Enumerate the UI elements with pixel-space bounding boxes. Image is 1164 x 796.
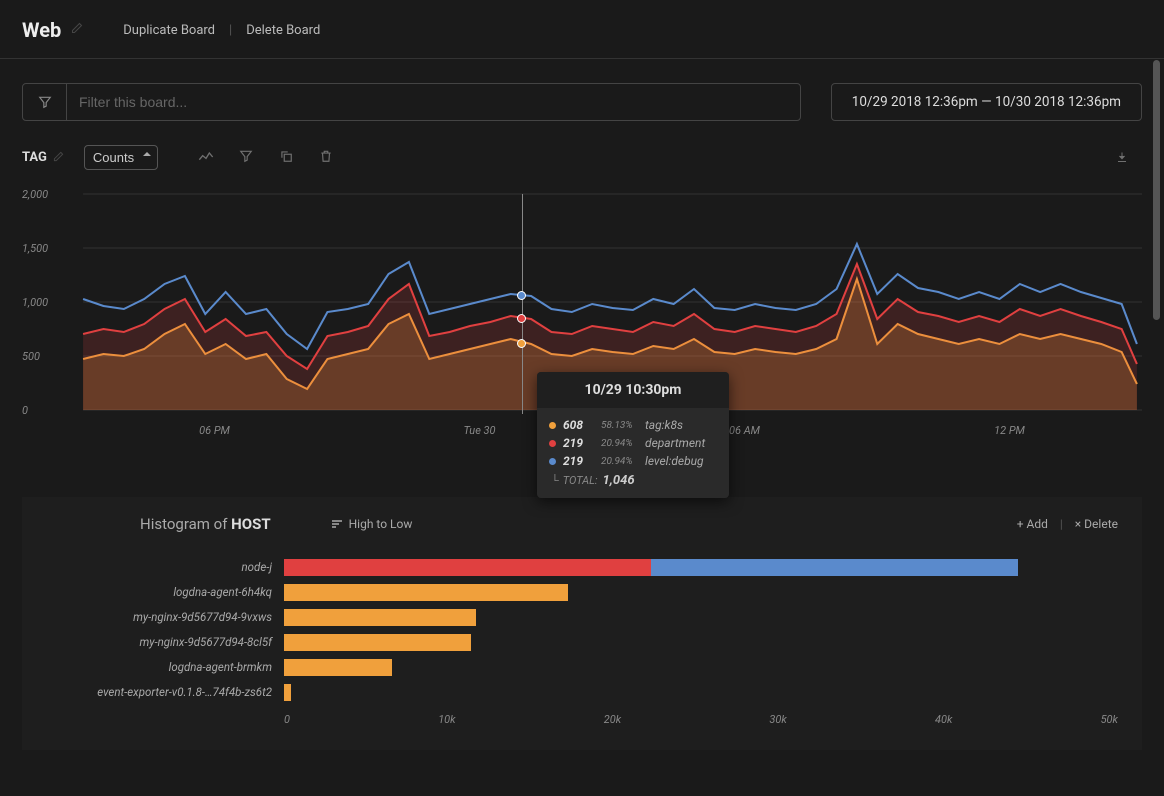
aggregation-select[interactable]: Counts [84, 145, 158, 170]
histogram-bar-row[interactable] [284, 555, 1118, 580]
separator: | [1060, 517, 1063, 531]
board-title: Web [22, 18, 61, 42]
hover-point-icon [517, 314, 526, 323]
download-icon[interactable] [1102, 148, 1142, 167]
histogram-bar-segment [284, 559, 651, 576]
x-tick: 20k [604, 713, 621, 726]
histogram-bar-segment [284, 609, 476, 626]
filter-box [22, 83, 801, 121]
x-tick: 50k [1101, 713, 1118, 726]
delete-board-link[interactable]: Delete Board [246, 23, 320, 38]
copy-icon[interactable] [266, 148, 306, 167]
histogram-bar-segment [284, 584, 568, 601]
tooltip-time: 10/29 10:30pm [537, 372, 729, 408]
sort-toggle[interactable]: High to Low [331, 517, 413, 531]
filter-icon[interactable] [23, 84, 67, 120]
y-tick: 1,000 [22, 296, 48, 309]
line-chart-icon[interactable] [186, 148, 226, 167]
timeseries-chart[interactable]: 2,000 1,500 1,000 500 0 10/29 10:30pm 60… [22, 184, 1142, 454]
histogram-bar-row[interactable] [284, 680, 1118, 705]
trash-icon[interactable] [306, 148, 346, 167]
separator: | [229, 23, 232, 38]
host-label: logdna-agent-6h4kq [46, 580, 272, 605]
series-color-dot [549, 440, 556, 447]
edit-tag-icon[interactable] [53, 151, 64, 165]
y-tick: 0 [22, 404, 28, 417]
histogram-bar-segment [284, 684, 291, 701]
host-label: logdna-agent-brmkm [46, 655, 272, 680]
histogram-bar-row[interactable] [284, 605, 1118, 630]
total-label: TOTAL: [563, 474, 598, 487]
filter-input[interactable] [67, 94, 800, 110]
host-label: my-nginx-9d5677d94-9vxws [46, 605, 272, 630]
corner-icon: └ [551, 474, 559, 487]
histogram-panel: Histogram of HOST High to Low + Add | × … [22, 497, 1142, 750]
y-tick: 500 [22, 350, 40, 363]
histogram-bar-segment [284, 659, 392, 676]
filter-tool-icon[interactable] [226, 148, 266, 167]
x-tick: 30k [769, 713, 786, 726]
histogram-bar-segment [284, 634, 471, 651]
histogram-title: Histogram of HOST [140, 515, 271, 533]
x-tick: 06 PM [82, 424, 347, 437]
header: Web Duplicate Board | Delete Board [0, 0, 1164, 59]
scrollbar[interactable] [1153, 60, 1160, 320]
hover-line [522, 194, 523, 414]
y-tick: 1,500 [22, 242, 48, 255]
hover-point-icon [517, 339, 526, 348]
x-tick: 12 PM [877, 424, 1142, 437]
tooltip-row: 219 20.94% level:debug [549, 452, 717, 470]
histogram-bar-segment [651, 559, 1018, 576]
date-range-picker[interactable]: 10/29 2018 12:36pm — 10/30 2018 12:36pm [831, 83, 1142, 121]
add-button[interactable]: + Add [1017, 517, 1048, 531]
chart-tooltip: 10/29 10:30pm 608 58.13% tag:k8s 219 20.… [537, 372, 729, 498]
series-color-dot [549, 422, 556, 429]
host-label: event-exporter-v0.1.8-…74f4b-zs6t2 [46, 680, 272, 705]
duplicate-board-link[interactable]: Duplicate Board [123, 23, 215, 38]
series-color-dot [549, 458, 556, 465]
host-label: node-j [46, 555, 272, 580]
tooltip-row: 608 58.13% tag:k8s [549, 416, 717, 434]
x-tick: 10k [438, 713, 455, 726]
tooltip-row: 219 20.94% department [549, 434, 717, 452]
delete-button[interactable]: × Delete [1075, 517, 1118, 531]
x-tick: 40k [935, 713, 952, 726]
edit-title-icon[interactable] [71, 22, 83, 38]
tag-label: TAG [22, 150, 47, 165]
histogram-bar-row[interactable] [284, 630, 1118, 655]
host-label: my-nginx-9d5677d94-8cl5f [46, 630, 272, 655]
date-range-text: 10/29 2018 12:36pm — 10/30 2018 12:36pm [852, 94, 1121, 110]
histogram-bar-row[interactable] [284, 580, 1118, 605]
hover-point-icon [517, 291, 526, 300]
histogram-bar-row[interactable] [284, 655, 1118, 680]
histogram-chart[interactable]: node-jlogdna-agent-6h4kqmy-nginx-9d5677d… [46, 555, 1118, 705]
total-value: 1,046 [603, 473, 635, 488]
x-tick: 0 [284, 713, 290, 726]
y-tick: 2,000 [22, 188, 48, 201]
